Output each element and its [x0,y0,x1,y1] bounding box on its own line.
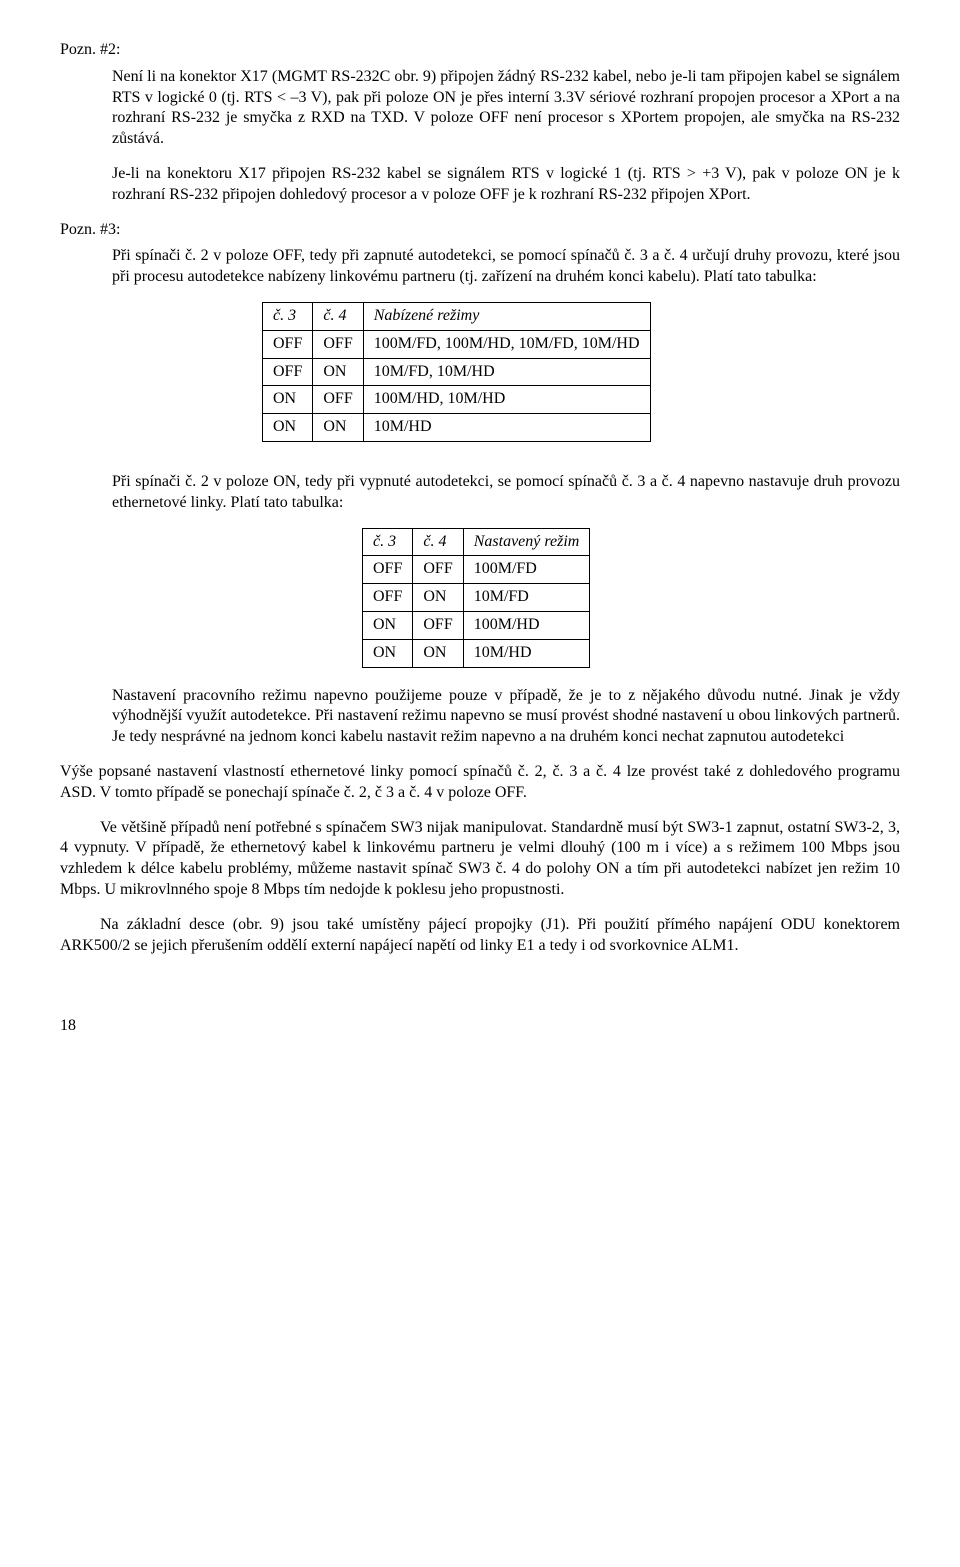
table-cell: OFF [313,386,363,414]
pozn2-paragraph-2: Je-li na konektoru X17 připojen RS-232 k… [112,164,900,206]
table-cell: ON [313,358,363,386]
table-cell: ON [363,639,413,667]
table-cell: OFF [313,330,363,358]
table-header-row: č. 3 č. 4 Nabízené režimy [263,302,651,330]
table-row: OFF OFF 100M/FD [363,556,590,584]
table-header-cell: č. 3 [363,528,413,556]
pozn3-paragraph-3: Nastavení pracovního režimu napevno použ… [112,686,900,748]
table-cell: ON [413,639,463,667]
pozn3-paragraph-1: Při spínači č. 2 v poloze OFF, tedy při … [112,246,900,288]
table-cell: 10M/FD, 10M/HD [363,358,650,386]
table-cell: 100M/HD, 10M/HD [363,386,650,414]
table-cell: OFF [263,330,313,358]
table-row: OFF OFF 100M/FD, 100M/HD, 10M/FD, 10M/HD [263,330,651,358]
pozn3-label: Pozn. #3: [60,220,900,241]
table-cell: OFF [363,584,413,612]
table-cell: 100M/HD [463,611,590,639]
body-paragraph-5: Ve většině případů není potřebné s spína… [60,818,900,901]
table-header-cell: č. 4 [413,528,463,556]
table-cell: OFF [413,556,463,584]
table-header-cell: Nabízené režimy [363,302,650,330]
table-row: OFF ON 10M/FD, 10M/HD [263,358,651,386]
pozn2-label: Pozn. #2: [60,40,900,61]
body-paragraph-4: Výše popsané nastavení vlastností ethern… [60,762,900,804]
pozn3-paragraph-2: Při spínači č. 2 v poloze ON, tedy při v… [112,472,900,514]
table-row: ON OFF 100M/HD, 10M/HD [263,386,651,414]
table-cell: OFF [363,556,413,584]
table-header-row: č. 3 č. 4 Nastavený režim [363,528,590,556]
table-row: ON ON 10M/HD [263,414,651,442]
pozn2-paragraph-1: Není li na konektor X17 (MGMT RS-232C ob… [112,67,900,150]
table-set-mode: č. 3 č. 4 Nastavený režim OFF OFF 100M/F… [362,528,590,668]
table-cell: 10M/HD [463,639,590,667]
table-header-cell: č. 4 [313,302,363,330]
table-cell: OFF [263,358,313,386]
table-cell: 10M/HD [363,414,650,442]
table-cell: ON [363,611,413,639]
table-cell: ON [263,414,313,442]
table-cell: 100M/FD [463,556,590,584]
table-cell: 100M/FD, 100M/HD, 10M/FD, 10M/HD [363,330,650,358]
table-cell: ON [413,584,463,612]
page-number: 18 [60,1016,900,1037]
table-offered-modes: č. 3 č. 4 Nabízené režimy OFF OFF 100M/F… [262,302,651,442]
table-cell: 10M/FD [463,584,590,612]
table-cell: ON [263,386,313,414]
table-row: ON ON 10M/HD [363,639,590,667]
table-cell: ON [313,414,363,442]
body-paragraph-6: Na základní desce (obr. 9) jsou také umí… [60,915,900,957]
table-row: ON OFF 100M/HD [363,611,590,639]
table-header-cell: č. 3 [263,302,313,330]
table-row: OFF ON 10M/FD [363,584,590,612]
table-header-cell: Nastavený režim [463,528,590,556]
table-cell: OFF [413,611,463,639]
